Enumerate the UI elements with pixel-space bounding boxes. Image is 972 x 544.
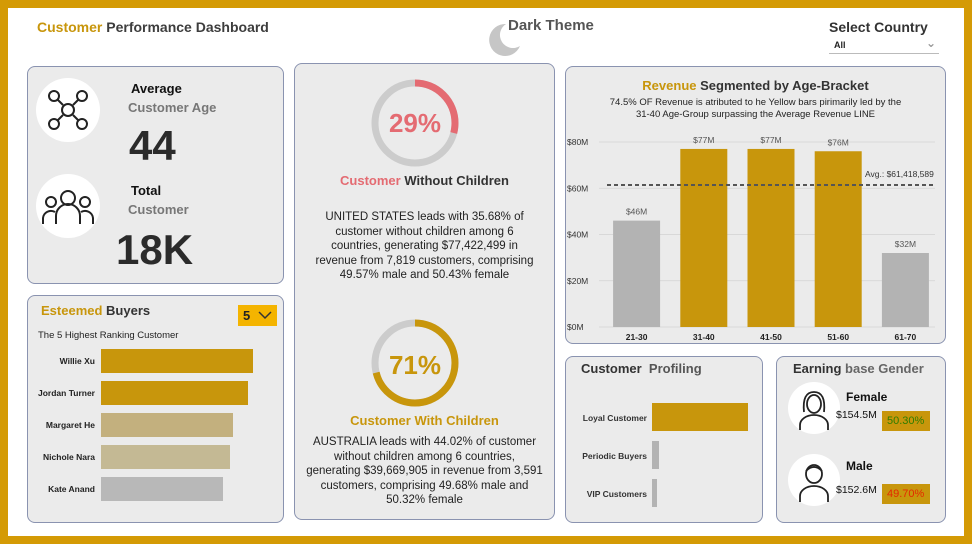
male-percent: 49.70% — [887, 488, 925, 500]
profiling-title-2: Profiling — [648, 361, 702, 376]
gender-title: Earning base Gender — [793, 361, 924, 376]
y-tick-label: $0M — [567, 322, 584, 332]
total-customer-label-1: Total — [131, 183, 162, 198]
revenue-subtitle-line-1: 74.5% OF Revenue is atributed to he Yell… — [609, 97, 902, 108]
with-children-percent: 71% — [388, 350, 442, 380]
profiling-bar[interactable] — [652, 441, 659, 469]
moon-icon[interactable] — [484, 20, 524, 60]
buyer-name: Nichole Nara — [43, 452, 95, 462]
buyers-title-accent: Esteemed — [41, 303, 103, 318]
revenue-title-rest: Segmented by Age-Bracket — [696, 78, 869, 93]
gender-title-2: base Gender — [841, 361, 924, 376]
female-label: Female — [846, 390, 888, 404]
revenue-subtitle-line-2: 31-40 Age-Group surpassing the Average R… — [635, 109, 876, 120]
with-children-title: Customer With Children — [350, 413, 499, 428]
top-n-value: 5 — [243, 308, 251, 323]
y-tick-label: $40M — [567, 230, 588, 240]
male-label: Male — [846, 459, 873, 473]
without-children-text: UNITED STATES leads with 35.68% of custo… — [315, 211, 534, 281]
title-rest: Performance Dashboard — [102, 19, 269, 35]
revenue-bar[interactable] — [881, 253, 929, 327]
without-children-title: Customer Without Children — [294, 173, 555, 188]
bar-data-label: $77M — [760, 135, 781, 145]
bar-data-label: $76M — [828, 137, 849, 147]
revenue-bar[interactable] — [680, 148, 728, 327]
female-icon — [788, 382, 840, 434]
avg-age-value: 44 — [129, 122, 176, 169]
chevron-down-icon: ⌄ — [925, 36, 936, 50]
revenue-chart-svg: $0M $20M $40M $60M $80M $46M 21-30 $77M 31-40 $77… — [567, 135, 935, 342]
male-icon — [788, 454, 840, 506]
profiling-title: Customer Profiling — [581, 361, 702, 376]
revenue-title: Revenue Segmented by Age-Bracket — [565, 78, 946, 93]
buyer-name: Willie Xu — [59, 356, 95, 366]
female-amount: $154.5M — [836, 409, 877, 421]
avg-age-label-2: Customer Age — [128, 100, 217, 115]
x-tick-label: 61-70 — [895, 332, 917, 342]
buyer-bar[interactable] — [101, 413, 234, 437]
with-children-text: AUSTRALIA leads with 44.02% of customer … — [306, 436, 543, 506]
buyer-bar[interactable] — [101, 445, 231, 469]
female-percent-badge: 50.30% — [882, 411, 930, 431]
male-amount: $152.6M — [836, 484, 877, 496]
x-tick-label: 31-40 — [693, 332, 715, 342]
buyer-bar[interactable] — [101, 349, 253, 373]
average-line-label: Avg.: $61,418,589 — [865, 169, 934, 179]
country-select-value: All — [834, 40, 846, 50]
without-children-donut — [371, 79, 459, 167]
bar-data-label: $46M — [626, 207, 647, 217]
x-tick-label: 41-50 — [760, 332, 782, 342]
buyer-bar[interactable] — [101, 381, 249, 405]
without-children-percent: 29% — [388, 108, 442, 138]
without-children-title-rest: Without Children — [400, 173, 509, 188]
profiling-bar[interactable] — [652, 403, 748, 431]
profiling-bar[interactable] — [652, 479, 657, 507]
revenue-subtitle: 74.5% OF Revenue is atributed to he Yell… — [565, 97, 946, 121]
buyer-bar[interactable] — [101, 477, 223, 501]
country-select[interactable]: All ⌄ — [829, 36, 939, 54]
country-filter-label: Select Country — [829, 19, 928, 35]
y-tick-label: $80M — [567, 137, 588, 147]
group-people-icon — [36, 174, 100, 238]
with-children-donut — [371, 319, 459, 407]
network-people-icon — [36, 78, 100, 142]
buyers-title: Esteemed Buyers — [41, 303, 150, 318]
revenue-bar[interactable] — [613, 220, 661, 327]
bar-data-label: $77M — [693, 135, 714, 145]
page-title: Customer Performance Dashboard — [37, 19, 269, 35]
chevron-down-icon — [258, 311, 272, 320]
x-tick-label: 21-30 — [626, 332, 648, 342]
female-percent: 50.30% — [887, 415, 925, 427]
buyers-subtitle: The 5 Highest Ranking Customer — [38, 330, 179, 341]
buyer-name: Jordan Turner — [38, 388, 95, 398]
customer-profiling-card — [565, 356, 763, 523]
title-accent: Customer — [37, 19, 103, 35]
total-customer-value: 18K — [116, 226, 194, 273]
profiling-title-1: Customer — [581, 361, 642, 376]
total-customer-label-2: Customer — [128, 202, 189, 217]
without-children-title-accent: Customer — [340, 173, 401, 188]
profiling-label: Periodic Buyers — [582, 451, 647, 461]
y-tick-label: $60M — [567, 183, 588, 193]
profiling-label: Loyal Customer — [582, 413, 647, 423]
avg-age-label-1: Average — [131, 81, 182, 96]
buyer-name: Margaret He — [45, 420, 95, 430]
revenue-bar[interactable] — [747, 148, 795, 327]
children-card — [294, 63, 555, 520]
top-n-selector[interactable]: 5 — [238, 305, 277, 326]
buyer-name: Kate Anand — [48, 484, 95, 494]
male-percent-badge: 49.70% — [882, 484, 930, 504]
x-tick-label: 51-60 — [827, 332, 849, 342]
y-tick-label: $20M — [567, 276, 588, 286]
gender-title-1: Earning — [793, 361, 842, 376]
revenue-bar[interactable] — [814, 151, 862, 327]
theme-toggle-label[interactable]: Dark Theme — [508, 17, 594, 34]
profiling-label: VIP Customers — [586, 489, 647, 499]
revenue-title-accent: Revenue — [642, 78, 697, 93]
bar-data-label: $32M — [895, 239, 916, 249]
buyers-title-rest: Buyers — [102, 303, 151, 318]
